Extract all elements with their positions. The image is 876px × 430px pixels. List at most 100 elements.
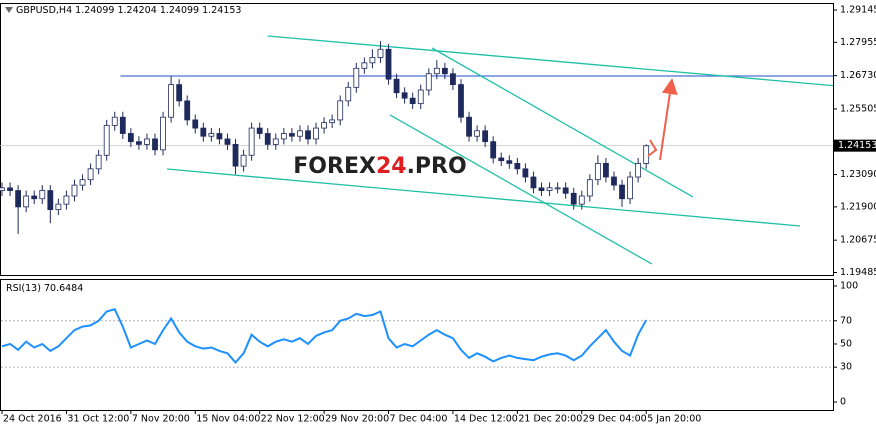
candle-body	[377, 48, 384, 58]
rsi-last: 70.6484	[44, 283, 83, 294]
x-tick-label: 15 Nov 04:00	[196, 414, 260, 425]
x-tick-label: 5 Jan 20:00	[647, 414, 701, 425]
candle-body	[586, 179, 593, 197]
candle-body	[433, 67, 440, 75]
candle-body	[482, 130, 489, 143]
trend-line	[167, 168, 801, 227]
rsi-title: RSI(13) 70.6484	[6, 283, 83, 294]
candle-body	[417, 89, 424, 105]
candle-body	[176, 84, 183, 102]
rsi-name: RSI(13)	[6, 283, 41, 294]
candle-body	[603, 163, 609, 178]
candle-body	[200, 127, 207, 137]
candle-body	[208, 133, 215, 137]
y-tick-label: 1.25505	[840, 103, 876, 114]
candle-body	[401, 92, 408, 99]
y-tick-label: 1.20675	[840, 235, 876, 246]
candle-body	[87, 168, 94, 181]
candle-body	[240, 154, 247, 167]
candle-body	[611, 176, 617, 186]
candle-body	[490, 141, 497, 159]
candle-body	[168, 84, 175, 118]
candle-body	[393, 78, 400, 94]
candle-body	[450, 73, 456, 85]
watermark-suffix: .PRO	[407, 154, 467, 179]
candle-body	[562, 187, 569, 194]
price-label-bg	[834, 139, 876, 152]
candle-body	[232, 143, 239, 167]
candle-body	[474, 130, 480, 137]
candle-body	[47, 190, 54, 210]
candle-body	[160, 116, 166, 151]
symbol: GBPUSD,H4	[16, 5, 72, 16]
axes: 1.29145 1.27955 1.26730 1.25505 1.23090 1.219…	[1, 5, 876, 425]
candle-body	[71, 184, 78, 197]
candle-body	[248, 127, 255, 156]
candle-body	[369, 57, 376, 64]
candle-body	[353, 67, 360, 88]
candle-body	[23, 195, 30, 208]
candle-body	[619, 184, 625, 200]
annotation-arrow	[659, 78, 678, 161]
candle-body	[152, 138, 158, 151]
candle-body	[111, 116, 118, 126]
candle-body	[305, 130, 311, 140]
candle-body	[522, 168, 529, 178]
x-tick-label: 7 Dec 04:00	[390, 414, 448, 425]
candle-body	[554, 187, 561, 190]
candle-body	[95, 154, 102, 170]
watermark-text: FOREX	[293, 154, 376, 179]
candle-body	[514, 163, 521, 170]
candle-body	[0, 187, 5, 191]
x-tick-label: 14 Dec 12:00	[454, 414, 518, 425]
candle-body	[192, 119, 199, 129]
candle-body	[538, 187, 545, 191]
rsi-line	[1, 308, 648, 365]
y-tick-label: 1.27955	[840, 37, 876, 48]
candle-body	[15, 190, 22, 208]
candle-body	[127, 133, 134, 143]
candle-body	[385, 48, 392, 80]
trend-line	[267, 35, 833, 87]
candle-body	[578, 195, 585, 205]
candle-body	[570, 192, 577, 205]
candle-body	[297, 130, 303, 137]
y-tick-label: 1.21900	[840, 201, 876, 212]
quote-open: 1.24099	[75, 5, 114, 16]
candle-body	[79, 179, 86, 186]
y-tick-label: 1.29145	[840, 5, 876, 16]
candle-body	[7, 187, 13, 191]
trend-line	[389, 114, 653, 265]
main-title: GBPUSD,H4 1.24099 1.24204 1.24099 1.2415…	[16, 5, 241, 16]
candle-body	[119, 116, 126, 134]
candle-body	[272, 138, 279, 145]
candle-body	[643, 145, 650, 164]
candle-body	[466, 116, 472, 137]
candle-body	[288, 133, 295, 137]
price-label: 1.24153	[838, 140, 876, 151]
candle-body	[409, 97, 416, 105]
candle-body	[337, 100, 344, 121]
candle-body	[506, 160, 513, 164]
candle-body	[136, 141, 142, 145]
y-tick-label: 1.26730	[840, 70, 876, 81]
trend-line	[431, 47, 694, 198]
candle-body	[530, 176, 537, 189]
quote-high: 1.24204	[117, 5, 156, 16]
x-tick-label: 29 Nov 20:00	[325, 414, 389, 425]
candle-body	[498, 157, 505, 162]
candle-body	[216, 133, 223, 140]
candle-body	[103, 124, 110, 156]
candle-body	[264, 133, 271, 145]
candle-body	[39, 190, 46, 200]
rsi-y-tick-label: 0	[840, 396, 846, 407]
quote-close: 1.24153	[202, 5, 241, 16]
candle-body	[546, 187, 553, 191]
main-panel	[0, 3, 834, 276]
candle-body	[144, 138, 150, 145]
candle-body	[280, 133, 287, 140]
x-tick-label: 31 Oct 12:00	[67, 414, 129, 425]
y-tick-label: 1.19485	[840, 267, 876, 278]
